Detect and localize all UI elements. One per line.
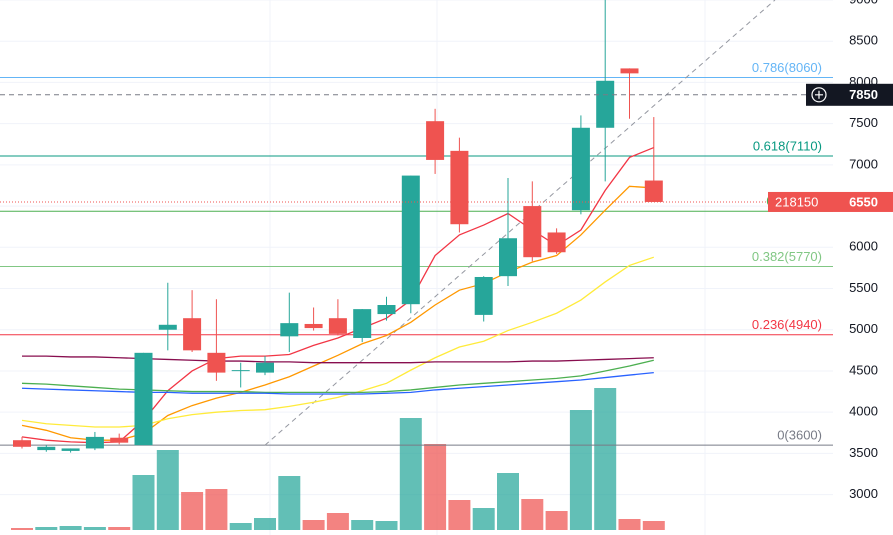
- candle-body: [377, 305, 396, 315]
- candle-body: [158, 324, 177, 330]
- y-tick-label: 4000: [849, 404, 878, 419]
- y-tick-label: 8500: [849, 33, 878, 48]
- trend-line: [264, 0, 776, 446]
- candle-body: [37, 446, 56, 451]
- fib-label: 0.382(5770): [752, 249, 822, 264]
- candle-body: [280, 323, 299, 337]
- candle-body: [304, 323, 323, 329]
- candle-body: [134, 352, 153, 446]
- crosshair-plus-icon: [811, 87, 827, 103]
- volume-bar: [132, 475, 155, 530]
- fib-label: 0(3600): [777, 428, 822, 443]
- volume-bar: [59, 526, 82, 530]
- candle-body: [499, 238, 517, 277]
- candle-body: [474, 276, 493, 315]
- y-tick-label: 4500: [849, 362, 878, 377]
- candle-body: [547, 232, 566, 253]
- candle-body: [401, 175, 420, 305]
- volume-bar: [156, 450, 179, 530]
- candle-body: [61, 448, 80, 451]
- y-tick-label: 7000: [849, 156, 878, 171]
- y-tick-label: 3500: [849, 445, 878, 460]
- moving-average: [21, 371, 654, 395]
- candle-body: [256, 362, 274, 373]
- crosshair-label: 7850: [849, 87, 878, 102]
- candle-body: [183, 318, 202, 351]
- candle-body: [426, 121, 445, 160]
- volume-bar: [302, 520, 325, 530]
- y-tick-label: 5000: [849, 321, 878, 336]
- candle-body: [450, 150, 469, 225]
- y-tick-label: 7500: [849, 115, 878, 130]
- volume-bar: [83, 527, 106, 530]
- volume-bar: [399, 418, 422, 530]
- volume-bar: [594, 388, 617, 530]
- volume-bar: [545, 511, 568, 530]
- moving-average: [21, 146, 655, 444]
- moving-average: [21, 256, 655, 428]
- price-tag-bg: [768, 191, 893, 212]
- volume-bar: [448, 500, 471, 530]
- volume-bar: [618, 519, 641, 530]
- volume-bar: [181, 492, 204, 530]
- candle-body: [13, 440, 31, 447]
- y-tick-label: 3000: [849, 486, 878, 501]
- crosshair-plus-sign: [815, 90, 823, 99]
- current-price-label: 6550: [849, 194, 878, 209]
- y-tick-label: 5500: [849, 280, 878, 295]
- candle-body: [231, 370, 250, 372]
- volume-bar: [569, 410, 592, 530]
- volume-bar: [521, 499, 544, 530]
- volume-bar: [205, 489, 228, 530]
- fib-label: 0.618(7110): [753, 138, 822, 153]
- volume-bar: [278, 476, 301, 530]
- volume-bar: [424, 444, 447, 530]
- fib-label: 0.786(8060): [752, 60, 822, 75]
- candle-body: [644, 180, 663, 202]
- moving-average: [21, 359, 654, 394]
- crosshair-tag-bg: [806, 83, 893, 106]
- candle-body: [571, 127, 590, 211]
- volume-bar: [472, 508, 495, 530]
- candle-body: [620, 68, 639, 74]
- volume-bar: [326, 513, 349, 530]
- volume-bar: [11, 528, 33, 530]
- moving-average: [22, 355, 654, 364]
- y-tick-label: 6000: [849, 239, 878, 254]
- candle-body: [85, 436, 104, 449]
- fib-label: 0.236(4940): [752, 317, 822, 332]
- countdown: 218150: [775, 194, 818, 209]
- volume-bar: [375, 521, 398, 530]
- candle-body: [110, 437, 129, 443]
- volume-bar: [108, 527, 131, 530]
- candle-body: [596, 80, 615, 128]
- volume-bar: [351, 520, 374, 530]
- candle-body: [523, 206, 542, 258]
- volume-bar: [35, 527, 58, 530]
- candle-body: [207, 352, 226, 373]
- volume-bar: [254, 518, 276, 530]
- candle-body: [328, 318, 347, 334]
- y-tick-label: 9000: [849, 0, 878, 6]
- candle-body: [353, 309, 372, 338]
- volume-bar: [642, 521, 665, 530]
- volume-bar: [497, 473, 519, 530]
- volume-bar: [229, 523, 252, 530]
